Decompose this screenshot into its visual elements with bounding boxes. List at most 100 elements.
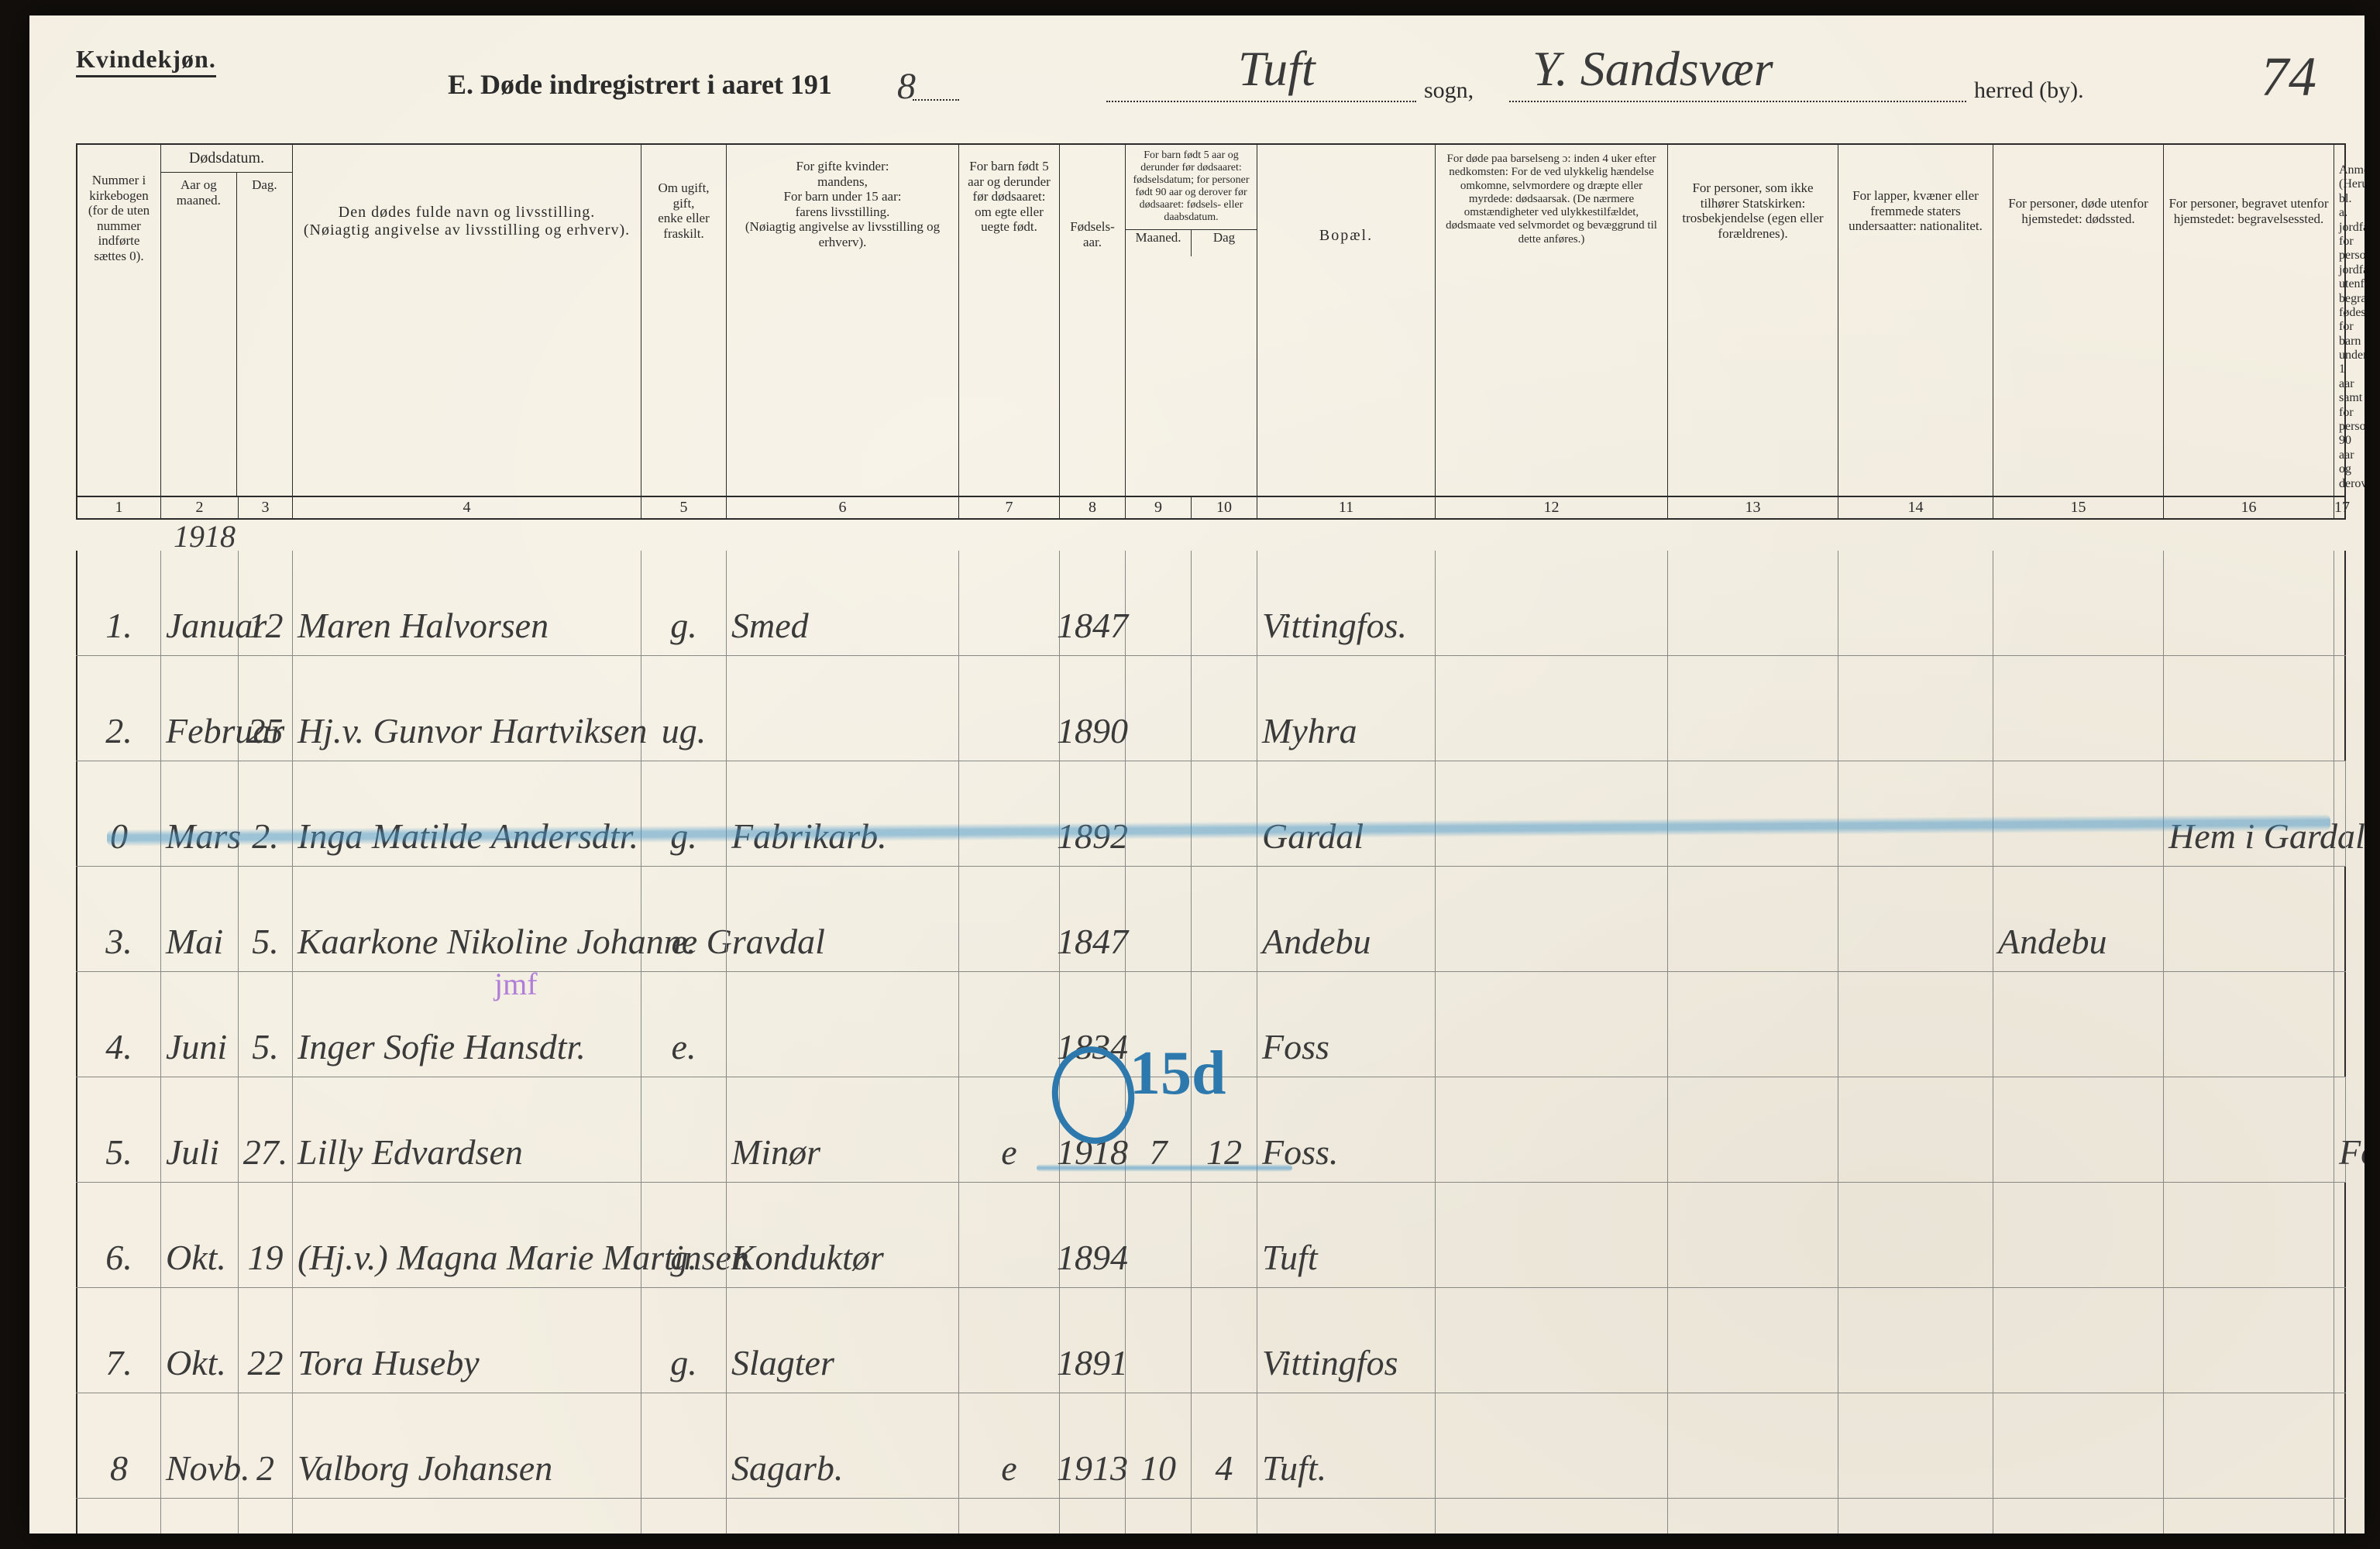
table-cell: 1891: [1060, 1499, 1126, 1534]
table-cell: Hem i Gardal: [2164, 761, 2334, 866]
table-cell: [2164, 551, 2334, 655]
table-cell: [1838, 761, 1993, 866]
table-cell: Inga Matilde Andersdtr.: [293, 761, 641, 866]
table-cell: [1436, 867, 1668, 971]
table-cell: 6.: [76, 1183, 161, 1287]
table-cell: Foss: [1257, 972, 1436, 1077]
table-cell: 8: [76, 1393, 161, 1498]
table-cell: Smed: [727, 551, 959, 655]
table-cell: [1993, 1288, 2164, 1393]
table-cell: g.: [641, 761, 727, 866]
table-cell: 17: [239, 1499, 293, 1534]
table-cell: 25: [239, 656, 293, 761]
header: Kvindekjøn. E. Døde indregistrert i aare…: [76, 45, 2323, 130]
table-cell: g.: [641, 551, 727, 655]
colnum-cell: 14: [1838, 497, 1993, 518]
table-cell: [2164, 1077, 2334, 1182]
table-header-cell: Fødsels-aar.: [1060, 145, 1126, 496]
table-cell: [1838, 1183, 1993, 1287]
table-cell: [1993, 972, 2164, 1077]
table-cell: 12: [1192, 1077, 1257, 1182]
table-cell: Inger Sofie Hansdtr.jmf: [293, 972, 641, 1077]
colnum-cell: 4: [293, 497, 641, 518]
table-cell: [1192, 551, 1257, 655]
table-cell: Tuft.: [1257, 1393, 1436, 1498]
table-cell: Foss.: [1257, 1077, 1436, 1182]
table-cell: [1993, 1499, 2164, 1534]
table-cell: [1838, 1077, 1993, 1182]
colnum-cell: 3: [239, 497, 293, 518]
table-cell: 1834: [1060, 972, 1126, 1077]
colnum-cell: 9: [1126, 497, 1192, 518]
table-header-cell: Om ugift,gift,enke eller fraskilt.: [641, 145, 727, 496]
title-printed: E. Døde indregistrert i aaret 191: [448, 68, 832, 101]
table-row: 3.Mai5.Kaarkone Nikoline Johanne Gravdal…: [76, 867, 2346, 972]
table-cell: [1993, 1183, 2164, 1287]
table-cell: Kaarkone Nikoline Johanne Gravdal: [293, 867, 641, 971]
table-cell: 1890: [1060, 656, 1126, 761]
table-cell: [1668, 761, 1838, 866]
table-header-cell: For barn født 5 aar og derunder før døds…: [959, 145, 1060, 496]
table-header-cell: For personer, som ikke tilhører Statskir…: [1668, 145, 1838, 496]
table-cell: [1993, 1393, 2164, 1498]
table-cell: [641, 1393, 727, 1498]
colnum-cell: 16: [2164, 497, 2334, 518]
table-cell: Februar: [161, 656, 239, 761]
table-cell: 2.: [76, 656, 161, 761]
table-header-cell: For døde paa barselseng ɔ: inden 4 uker …: [1436, 145, 1668, 496]
title-year-hand: 8: [897, 65, 916, 108]
table-cell: [1436, 1183, 1668, 1287]
table-cell: Lilly Edvardsen: [293, 1077, 641, 1182]
table-cell: [2164, 1183, 2334, 1287]
table-cell: [959, 972, 1060, 1077]
table-header-cell: For personer, døde utenfor hjemstedet: d…: [1993, 145, 2164, 496]
table-cell: e: [959, 1393, 1060, 1498]
table-cell: [1436, 1288, 1668, 1393]
table-header-cell: Anmerkninger. (Herunder bl. a. jordfæste…: [2334, 145, 2346, 496]
table-cell: 0: [76, 761, 161, 866]
table-cell: [1126, 761, 1192, 866]
table-cell: Tora Huseby: [293, 1288, 641, 1393]
table-row: 7.Okt.22Tora Husebyg.Slagter1891Vittingf…: [76, 1288, 2346, 1393]
table-cell: 1892: [1060, 761, 1126, 866]
table-cell: [1668, 1077, 1838, 1182]
purple-annotation: jmf: [494, 966, 538, 1002]
gender-label: Kvindekjøn.: [76, 45, 216, 77]
table-cell: [1192, 1288, 1257, 1393]
table-cell: 4: [1192, 1393, 1257, 1498]
table-cell: [2334, 867, 2346, 971]
table-cell: [959, 1499, 1060, 1534]
herred-label: herred (by).: [1974, 77, 2084, 104]
table-header-cell: Nummer i kirkebogen (for de uten nummer …: [76, 145, 161, 496]
table-header-cell: For lapper, kvæner eller fremmede stater…: [1838, 145, 1993, 496]
table-cell: [1993, 551, 2164, 655]
table-cell: Slagter: [727, 1288, 959, 1393]
table-row: 4.Juni5.Inger Sofie Hansdtr.jmfe.1834Fos…: [76, 972, 2346, 1077]
table-cell: Juli: [161, 1077, 239, 1182]
table-cell: e.: [641, 867, 727, 971]
table-cell: [2164, 1393, 2334, 1498]
table-cell: [1436, 972, 1668, 1077]
colnum-cell: 12: [1436, 497, 1668, 518]
table-cell: [2164, 972, 2334, 1077]
table-cell: 1913: [1060, 1393, 1126, 1498]
table-header-cell: For personer, begravet utenfor hjemstede…: [2164, 145, 2334, 496]
table-cell: [727, 656, 959, 761]
paper-sheet: Kvindekjøn. E. Døde indregistrert i aare…: [29, 15, 2365, 1534]
dotted-line: [1509, 101, 1966, 102]
table-cell: Januar: [161, 551, 239, 655]
table-cell: 27.: [239, 1077, 293, 1182]
table-cell: [1192, 1499, 1257, 1534]
table-cell: [2334, 1393, 2346, 1498]
table-cell: [959, 656, 1060, 761]
colnum-cell: 1: [76, 497, 161, 518]
table-cell: Mars: [161, 761, 239, 866]
table-cell: [1838, 1499, 1993, 1534]
table-cell: [1192, 972, 1257, 1077]
table-cell: Hj.v. Gunvor Hartviksen: [293, 656, 641, 761]
table-cell: (Hj.v.) Magna Marie Martinsen: [293, 1183, 641, 1287]
table-cell: [1668, 1288, 1838, 1393]
table-cell: 7: [1126, 1077, 1192, 1182]
table-cell: g.: [641, 1183, 727, 1287]
table-cell: g.: [641, 1288, 727, 1393]
